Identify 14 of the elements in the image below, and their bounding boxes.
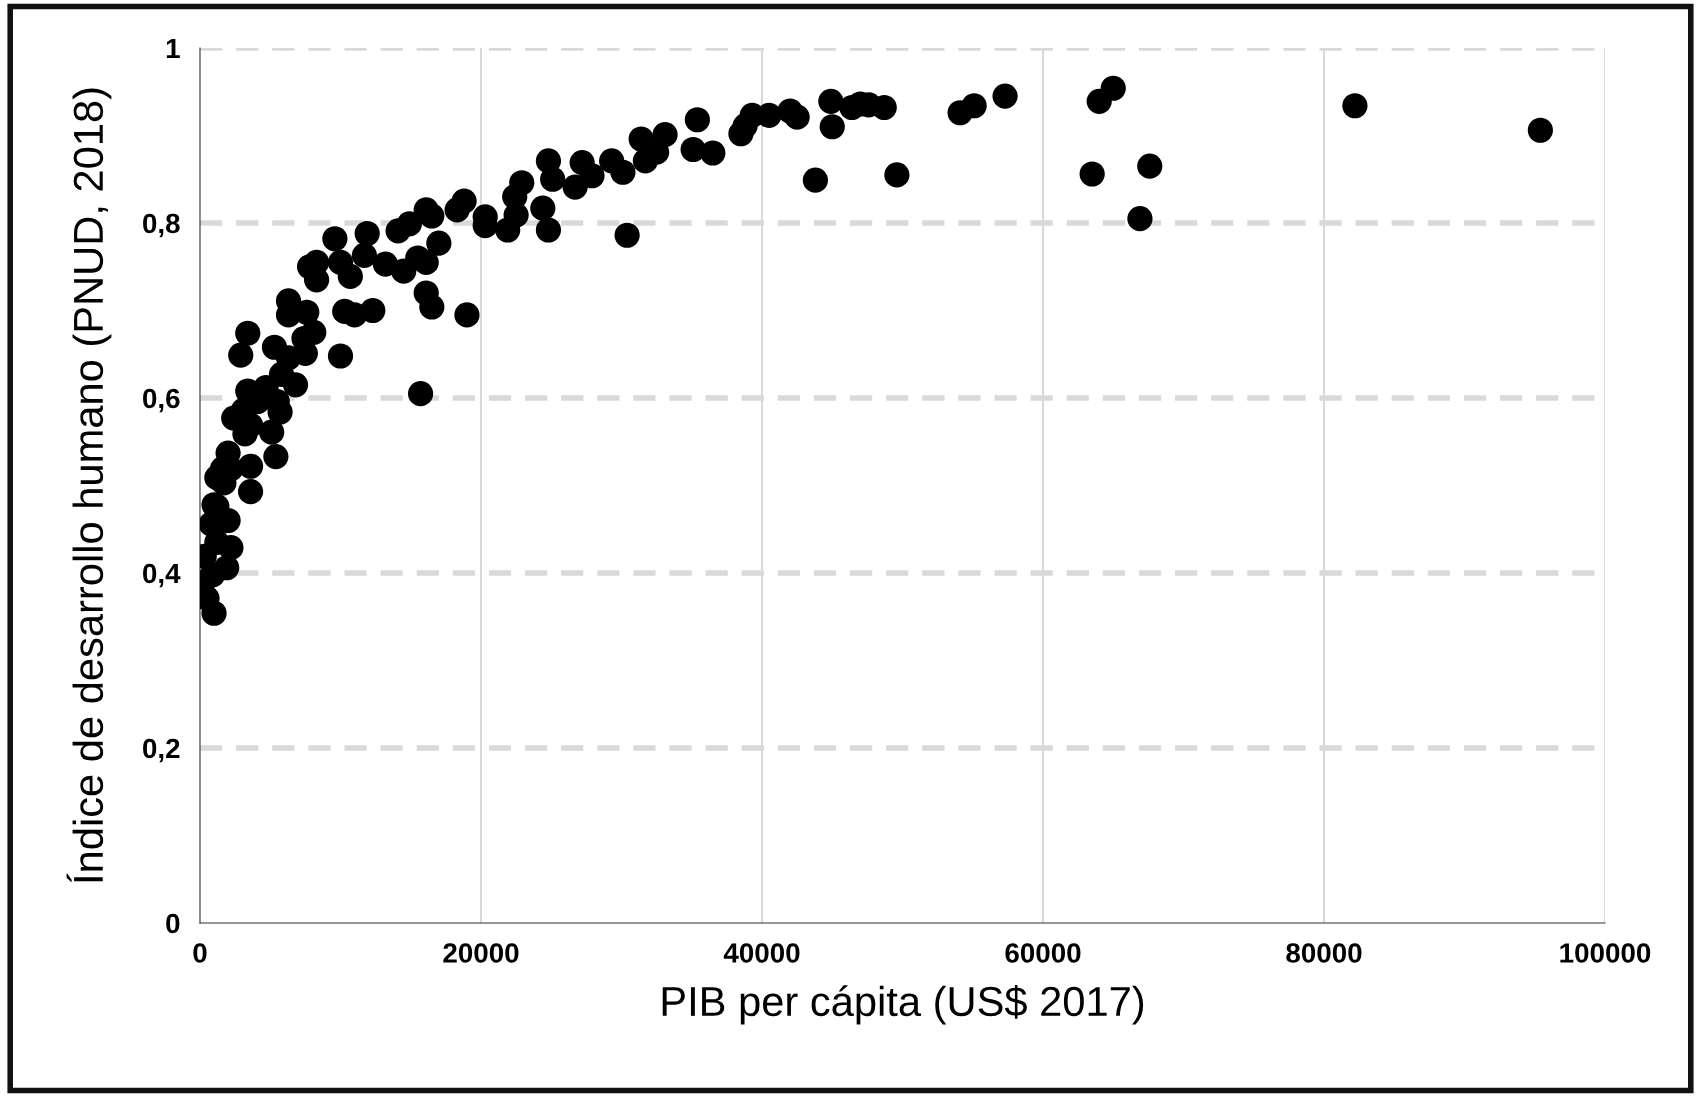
x-tick-label: 60000 <box>1005 943 1081 963</box>
x-tick-label: 40000 <box>723 943 800 963</box>
y-tick-label: 0,6 <box>143 388 180 413</box>
y-tick-label: 0,2 <box>143 738 180 763</box>
x-tick-label: 0 <box>193 943 207 963</box>
y-tick-label: 0,8 <box>143 213 180 238</box>
y-tick-label: 1 <box>166 38 180 59</box>
x-tick-label: 20000 <box>443 943 519 963</box>
y-tick-label: 0,4 <box>143 563 181 588</box>
x-tick-label: 80000 <box>1286 943 1362 963</box>
y-axis-title: Índice de desarrollo humano (PNUD, 2018) <box>66 88 112 883</box>
x-axis-title: PIB per cápita (US$ 2017) <box>662 985 1144 1025</box>
x-tick-label: 100000 <box>1560 943 1651 963</box>
y-tick-label: 0 <box>166 913 180 934</box>
